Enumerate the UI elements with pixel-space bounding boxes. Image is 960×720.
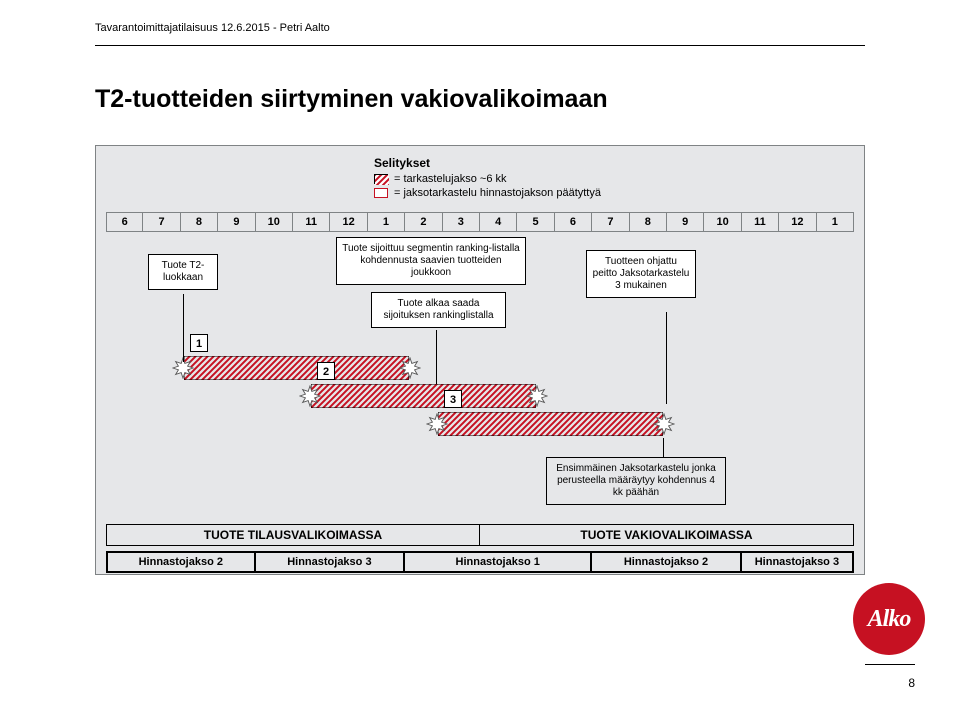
page-title: T2-tuotteiden siirtyminen vakiovalikoima… <box>95 85 608 114</box>
bar-1-label: 1 <box>190 334 208 352</box>
month-cell: 7 <box>142 212 180 232</box>
month-cell: 5 <box>516 212 554 232</box>
ensi-connector <box>663 438 664 458</box>
brand-logo: Alko <box>853 583 925 655</box>
month-cell: 7 <box>591 212 629 232</box>
month-cell: 1 <box>816 212 854 232</box>
track-area: Tuote T2-luokkaan Tuote sijoittuu segmen… <box>106 232 854 547</box>
month-cell: 8 <box>629 212 667 232</box>
month-cell: 9 <box>217 212 255 232</box>
legend-swatch-hatch <box>374 174 388 184</box>
month-row: 67891011121234567891011121 <box>106 212 854 232</box>
legend-swatch-border <box>374 188 388 198</box>
month-cell: 1 <box>367 212 405 232</box>
month-cell: 6 <box>106 212 143 232</box>
callout-ranking-bottom: Tuote alkaa saada sijoituksen rankinglis… <box>371 292 506 328</box>
callout-center-line <box>436 330 437 384</box>
diagram: Selitykset = tarkastelujakso ~6 kk = jak… <box>95 145 865 575</box>
jakso-cell: Hinnastojakso 3 <box>740 551 854 573</box>
star-icon <box>426 413 448 435</box>
legend: Selitykset = tarkastelujakso ~6 kk = jak… <box>374 156 634 200</box>
star-icon <box>399 357 421 379</box>
month-cell: 11 <box>292 212 330 232</box>
jakso-cell: Hinnastojakso 1 <box>403 551 592 573</box>
bar-2-label: 2 <box>317 362 335 380</box>
month-cell: 11 <box>741 212 779 232</box>
callout-t2: Tuote T2-luokkaan <box>148 254 218 290</box>
bar-2: 2 <box>311 384 536 408</box>
header-rule <box>95 45 865 46</box>
month-cell: 4 <box>479 212 517 232</box>
phase-row: TUOTE TILAUSVALIKOIMASSA TUOTE VAKIOVALI… <box>106 524 854 546</box>
jakso-cell: Hinnastojakso 3 <box>254 551 406 573</box>
phase-vakio: TUOTE VAKIOVALIKOIMASSA <box>479 524 854 546</box>
month-cell: 9 <box>666 212 704 232</box>
legend-item-0: = tarkastelujakso ~6 kk <box>374 172 634 186</box>
phase-tilaus: TUOTE TILAUSVALIKOIMASSA <box>106 524 480 546</box>
star-icon <box>526 385 548 407</box>
star-icon <box>299 385 321 407</box>
month-cell: 12 <box>778 212 816 232</box>
jakso-cell: Hinnastojakso 2 <box>590 551 742 573</box>
bar-3-label: 3 <box>444 390 462 408</box>
month-cell: 10 <box>703 212 741 232</box>
brand-logo-text: Alko <box>868 606 911 633</box>
month-cell: 6 <box>554 212 592 232</box>
callout-right-line <box>666 312 667 404</box>
header-text: Tavarantoimittajatilaisuus 12.6.2015 - P… <box>95 22 330 34</box>
legend-title: Selitykset <box>374 156 634 170</box>
legend-label-1: = jaksotarkastelu hinnastojakson päätytt… <box>394 186 601 200</box>
callout-ohjattu: Tuotteen ohjattu peitto Jaksotarkastelu … <box>586 250 696 298</box>
month-cell: 10 <box>255 212 293 232</box>
month-cell: 3 <box>442 212 480 232</box>
month-cell: 2 <box>404 212 442 232</box>
page-number: 8 <box>908 676 915 690</box>
jakso-row: Hinnastojakso 2Hinnastojakso 3Hinnastoja… <box>106 551 854 573</box>
jakso-cell: Hinnastojakso 2 <box>106 551 256 573</box>
footer-rule <box>865 664 915 665</box>
legend-item-1: = jaksotarkastelu hinnastojakson päätytt… <box>374 186 634 200</box>
bar-1: 1 <box>184 356 409 380</box>
callout-ranking-top: Tuote sijoittuu segmentin ranking-listal… <box>336 237 526 285</box>
star-icon <box>653 413 675 435</box>
month-cell: 12 <box>329 212 367 232</box>
ensi-box: Ensimmäinen Jaksotarkastelu jonka perust… <box>546 457 726 505</box>
legend-label-0: = tarkastelujakso ~6 kk <box>394 172 507 186</box>
callout-t2-line <box>183 294 184 362</box>
bar-3: 3 <box>438 412 663 436</box>
month-cell: 8 <box>180 212 218 232</box>
